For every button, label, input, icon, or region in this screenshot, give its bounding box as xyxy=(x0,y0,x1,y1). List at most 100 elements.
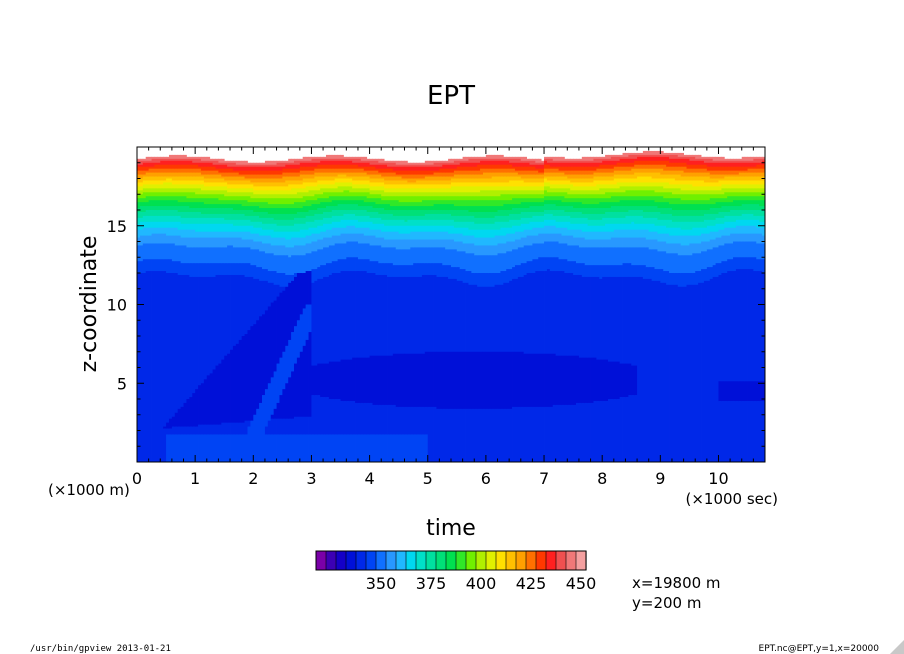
contour-cell xyxy=(343,200,347,205)
contour-cell xyxy=(378,168,382,173)
contour-cell xyxy=(631,395,635,462)
contour-cell xyxy=(503,176,507,183)
contour-cell xyxy=(410,170,414,175)
contour-cell xyxy=(259,162,263,166)
contour-cell xyxy=(331,200,336,207)
contour-cell xyxy=(372,170,376,175)
contour-cell xyxy=(613,206,618,213)
contour-cell xyxy=(436,162,440,168)
contour-cell xyxy=(145,259,150,272)
contour-cell xyxy=(328,180,333,185)
contour-cell xyxy=(174,154,179,160)
contour-cell xyxy=(497,158,501,162)
contour-cell xyxy=(363,227,368,236)
contour-cell xyxy=(375,245,379,262)
contour-cell xyxy=(529,164,533,168)
contour-cell xyxy=(494,273,498,286)
contour-cell xyxy=(561,404,565,462)
contour-cell xyxy=(491,351,496,410)
contour-cell xyxy=(590,166,594,172)
contour-cell xyxy=(282,418,286,435)
contour-cell xyxy=(517,190,522,195)
contour-cell xyxy=(706,158,711,164)
contour-cell xyxy=(171,196,176,201)
plot-area xyxy=(136,146,766,463)
contour-cell xyxy=(299,314,304,353)
contour-cell xyxy=(401,166,405,172)
contour-cell xyxy=(555,200,559,207)
contour-cell xyxy=(401,160,405,166)
contour-cell xyxy=(433,170,437,173)
contour-cell xyxy=(500,227,504,236)
contour-cell xyxy=(724,221,728,229)
contour-cell xyxy=(407,406,411,435)
contour-cell xyxy=(549,196,554,201)
contour-cell xyxy=(168,188,173,193)
contour-cell xyxy=(520,162,525,168)
contour-cell xyxy=(456,408,461,462)
contour-cell xyxy=(718,174,722,179)
contour-cell xyxy=(503,227,507,236)
contour-cell xyxy=(608,184,612,189)
contour-cell xyxy=(389,213,394,221)
contour-cell xyxy=(622,247,626,264)
contour-cell xyxy=(323,247,327,266)
contour-cell xyxy=(625,397,629,462)
contour-cell xyxy=(317,363,321,396)
contour-cell xyxy=(151,271,155,462)
contour-cell xyxy=(392,247,397,266)
contour-cell xyxy=(276,273,280,286)
contour-cell xyxy=(317,219,321,227)
contour-cell xyxy=(244,200,248,207)
contour-cell xyxy=(369,170,373,175)
contour-cell xyxy=(352,156,356,160)
contour-cell xyxy=(477,211,481,219)
contour-cell xyxy=(683,221,687,231)
contour-cell xyxy=(389,247,394,264)
contour-cell xyxy=(238,170,243,175)
contour-cell xyxy=(517,170,522,175)
contour-cell xyxy=(142,221,147,229)
contour-cell xyxy=(195,194,199,199)
contour-cell xyxy=(674,194,679,199)
contour-cell xyxy=(325,198,330,203)
contour-cell xyxy=(416,263,420,278)
contour-cell xyxy=(424,213,429,221)
contour-cell xyxy=(139,273,144,462)
contour-cell xyxy=(677,194,682,199)
contour-cell xyxy=(445,160,449,164)
contour-cell xyxy=(218,231,222,238)
contour-cell xyxy=(567,206,571,213)
contour-cell xyxy=(375,168,379,172)
contour-cell xyxy=(735,241,740,258)
contour-cell xyxy=(389,200,394,207)
contour-cell xyxy=(166,182,170,189)
contour-cell xyxy=(168,196,173,201)
contour-cell xyxy=(648,278,653,462)
contour-cell xyxy=(346,158,350,162)
contour-cell xyxy=(482,351,487,410)
contour-cell xyxy=(596,158,600,164)
contour-cell xyxy=(689,194,693,201)
contour-cell xyxy=(264,269,269,282)
contour-cell xyxy=(203,170,208,175)
contour-cell xyxy=(538,227,542,235)
contour-cell xyxy=(735,257,740,270)
contour-cell xyxy=(142,158,147,162)
contour-cell xyxy=(558,162,562,168)
contour-cell xyxy=(407,170,411,175)
contour-cell xyxy=(340,259,344,272)
contour-cell xyxy=(407,249,411,266)
contour-cell xyxy=(439,192,443,197)
contour-cell xyxy=(733,210,737,217)
contour-cell xyxy=(372,208,376,213)
contour-cell xyxy=(535,174,539,179)
contour-cell xyxy=(323,237,327,248)
contour-cell xyxy=(166,176,170,179)
contour-cell xyxy=(657,172,661,179)
contour-cell xyxy=(488,217,493,225)
contour-cell xyxy=(137,194,141,199)
contour-cell xyxy=(602,225,606,233)
contour-cell xyxy=(256,162,260,166)
contour-cell xyxy=(325,363,330,398)
